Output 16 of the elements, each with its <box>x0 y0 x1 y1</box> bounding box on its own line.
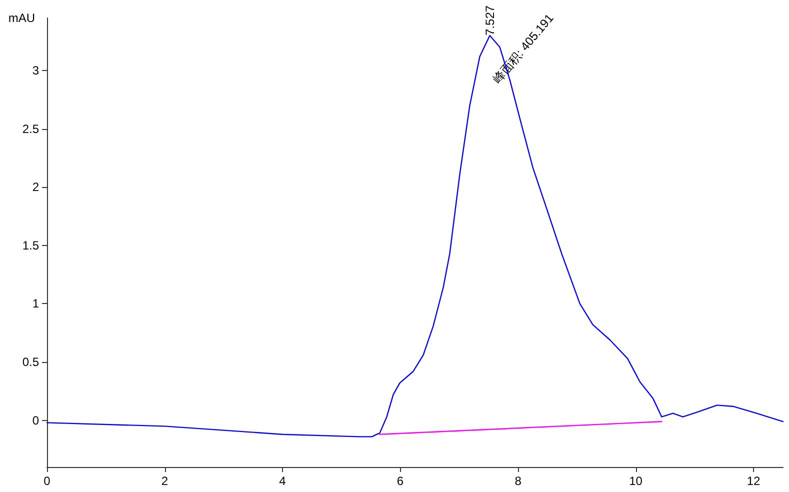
x-tick-label: 0 <box>44 474 51 488</box>
x-tick-label: 12 <box>746 474 761 488</box>
y-tick-label: 3 <box>32 63 40 78</box>
y-tick-label: 2 <box>32 180 40 194</box>
annotation: 7.527 <box>483 5 498 36</box>
y-tick-label: 1 <box>32 296 40 311</box>
y-tick-label: 1.5 <box>22 238 40 252</box>
y-tick-label: 2.5 <box>22 122 40 136</box>
y-axis-title: mAU <box>8 11 35 25</box>
x-tick-label: 4 <box>279 474 286 488</box>
x-tick-label: 6 <box>396 474 404 488</box>
x-tick-label: 8 <box>514 474 522 488</box>
x-tick-label: 10 <box>629 474 643 488</box>
y-tick-label: 0 <box>32 413 40 428</box>
x-tick-label: 2 <box>161 474 168 488</box>
y-tick-label: 0.5 <box>22 355 40 370</box>
